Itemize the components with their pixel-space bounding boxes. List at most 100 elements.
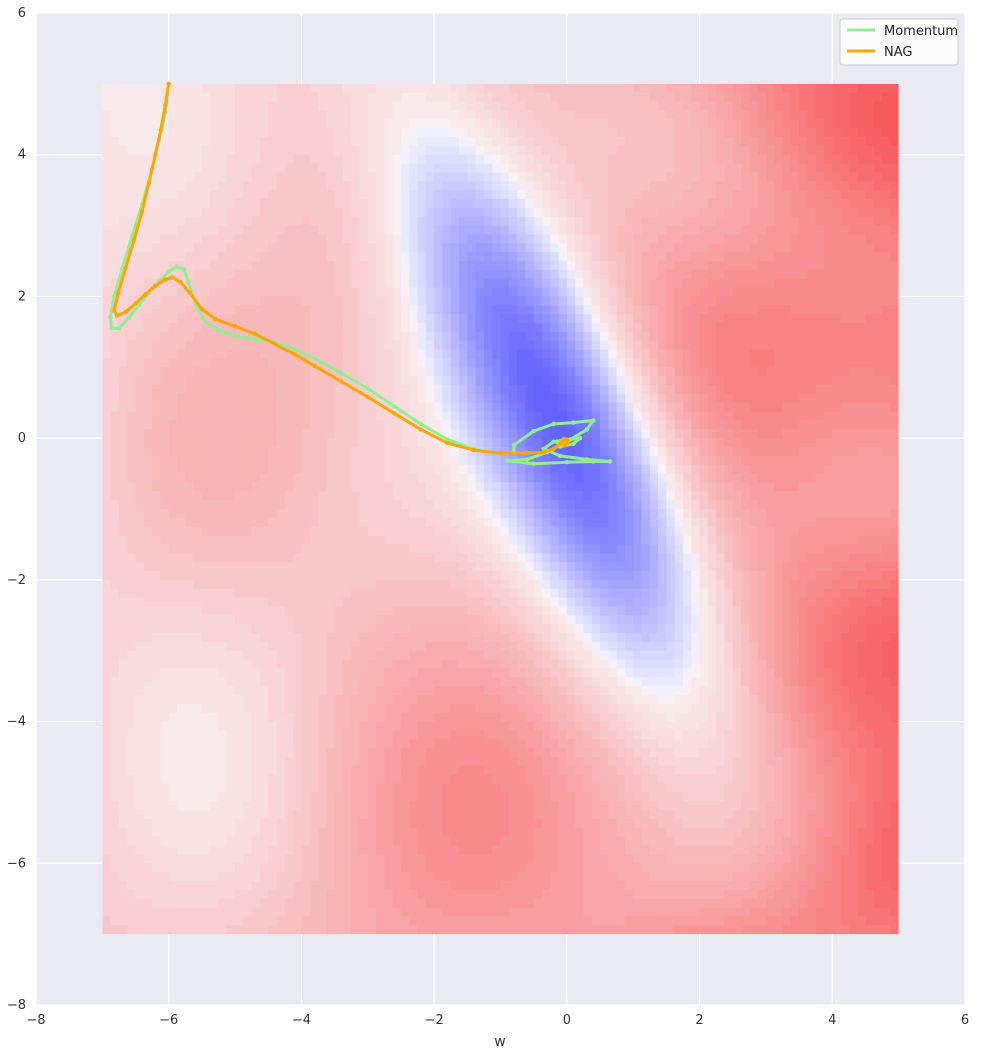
- series-point-momentum: [130, 234, 135, 239]
- series-point-nag: [143, 292, 148, 297]
- trajectory-layer: [108, 81, 613, 466]
- series-point-nag: [132, 237, 137, 242]
- series-point-nag: [498, 450, 503, 456]
- series-point-nag: [199, 307, 205, 312]
- tick-labels: −8 −6 −4 −2 0 2 4 6 −8 −6 −4 −2 0 2 4 6: [7, 6, 969, 1028]
- y-tick-label: −6: [7, 856, 26, 871]
- x-tick-label: −4: [292, 1013, 311, 1028]
- series-point-nag: [312, 363, 317, 369]
- x-tick-label: −2: [425, 1013, 444, 1028]
- series-point-nag: [541, 450, 546, 455]
- series-point-momentum: [126, 315, 132, 320]
- series-point-momentum: [216, 328, 221, 333]
- series-point-momentum: [292, 347, 297, 352]
- series-point-momentum: [109, 326, 114, 331]
- series-point-nag: [140, 209, 145, 214]
- series-point-momentum: [181, 267, 187, 272]
- series-point-nag: [114, 313, 120, 318]
- series-point-nag: [153, 152, 158, 157]
- series-point-momentum: [166, 269, 171, 274]
- series-point-nag: [418, 427, 424, 432]
- series-point-nag: [178, 280, 183, 285]
- series-point-nag: [153, 283, 158, 288]
- series-point-momentum: [203, 319, 208, 324]
- series-point-nag: [339, 379, 344, 384]
- series-point-momentum: [554, 439, 560, 444]
- y-tick-label: −4: [7, 715, 26, 730]
- series-point-nag: [123, 265, 128, 271]
- x-tick-label: −6: [159, 1013, 178, 1028]
- series-point-momentum: [551, 439, 556, 444]
- series-point-momentum: [232, 333, 238, 338]
- series-point-momentum: [531, 428, 536, 434]
- series-point-nag: [213, 316, 218, 322]
- series-point-momentum: [577, 435, 583, 441]
- series-point-momentum: [252, 336, 258, 342]
- y-tick-label: −2: [7, 573, 26, 588]
- legend-label-momentum: Momentum: [884, 24, 958, 39]
- series-point-nag: [146, 180, 151, 186]
- series-point-momentum: [120, 265, 125, 271]
- series-point-nag: [169, 275, 175, 280]
- series-point-nag: [166, 81, 171, 87]
- y-tick-label: 2: [18, 289, 26, 304]
- series-point-nag: [232, 324, 238, 329]
- series-point-momentum: [558, 453, 563, 459]
- series-point-nag: [163, 277, 168, 282]
- series-point-nag: [272, 341, 278, 347]
- y-tick-label: −8: [7, 998, 26, 1013]
- series-point-nag: [524, 450, 530, 456]
- x-axis-label: w: [494, 1034, 505, 1050]
- series-point-momentum: [584, 427, 589, 432]
- series-point-nag: [163, 102, 168, 108]
- series-point-momentum: [116, 326, 122, 331]
- legend-label-nag: NAG: [884, 45, 912, 60]
- x-tick-label: 2: [695, 1013, 703, 1028]
- series-point-momentum: [186, 280, 191, 285]
- series-point-nag: [116, 290, 121, 296]
- series-point-nag: [112, 308, 117, 313]
- x-tick-label: 4: [828, 1013, 836, 1028]
- y-tick-label: 6: [18, 6, 26, 21]
- series-point-momentum: [584, 457, 589, 462]
- x-tick-label: 6: [961, 1013, 969, 1028]
- series-point-momentum: [445, 437, 450, 442]
- series-point-nag: [562, 443, 568, 448]
- series-point-momentum: [607, 459, 613, 464]
- series-point-momentum: [511, 443, 516, 448]
- series-point-momentum: [174, 264, 179, 269]
- x-tick-label: 0: [563, 1013, 571, 1028]
- series-point-momentum: [564, 460, 570, 465]
- series-point-nag: [365, 394, 370, 400]
- series-point-momentum: [112, 294, 117, 299]
- y-tick-label: 0: [18, 431, 26, 446]
- series-point-nag: [471, 448, 477, 453]
- series-point-nag: [392, 411, 397, 416]
- series-point-momentum: [571, 420, 576, 425]
- series-point-momentum: [504, 458, 510, 463]
- x-tick-label: −8: [26, 1013, 45, 1028]
- series-point-nag: [292, 352, 297, 357]
- series-point-nag: [445, 440, 450, 446]
- series-point-momentum: [392, 404, 397, 409]
- series-point-momentum: [591, 418, 596, 423]
- series-point-nag: [158, 127, 163, 133]
- series-point-momentum: [571, 441, 576, 446]
- series-point-nag: [252, 331, 258, 337]
- y-tick-label: 4: [18, 148, 26, 163]
- series-point-momentum: [524, 457, 530, 462]
- series-point-momentum: [339, 370, 344, 376]
- series-point-nag: [564, 438, 570, 444]
- series-point-nag: [559, 440, 564, 445]
- series-point-momentum: [541, 446, 546, 451]
- series-point-nag: [133, 301, 138, 306]
- series-point-momentum: [551, 421, 556, 427]
- series-point-momentum: [531, 461, 536, 466]
- series-point-nag: [187, 290, 193, 296]
- series-point-momentum: [365, 386, 370, 391]
- series-point-nag: [551, 446, 556, 451]
- series-point-nag: [123, 309, 128, 315]
- series-point-momentum: [591, 459, 596, 464]
- loss-surface-contour: [102, 83, 899, 935]
